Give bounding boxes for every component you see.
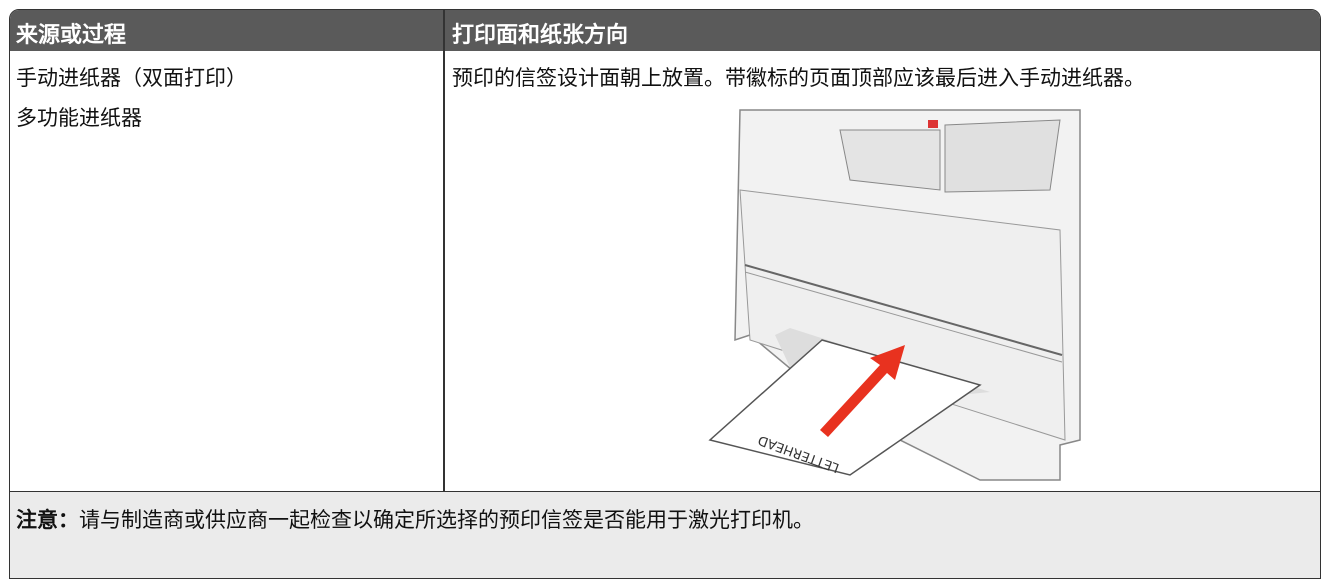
header-cell: 打印面和纸张方向: [452, 23, 629, 48]
note-label: 注意：: [16, 508, 79, 532]
note-text: 请与制造商或供应商一起检查以确定所选择的预印信签是否能用于激光打印机。: [79, 508, 814, 532]
orientation-text: 预印的信签设计面朝上放置。带徽标的页面顶部应该最后进入手动进纸器。: [452, 66, 1145, 90]
source-cell: 手动进纸器（双面打印） 多功能进纸器: [16, 58, 247, 138]
source-line: 多功能进纸器: [16, 106, 142, 130]
page: 来源或过程 打印面和纸张方向 手动进纸器（双面打印） 多功能进纸器 预印的信签设…: [9, 9, 1321, 579]
column-divider: [443, 10, 445, 491]
note-row: 注意：请与制造商或供应商一起检查以确定所选择的预印信签是否能用于激光打印机。: [10, 491, 1320, 578]
header-cell: 来源或过程: [16, 23, 127, 48]
printer-illustration: LETTERHEAD: [708, 109, 1081, 481]
table-header: 来源或过程 打印面和纸张方向: [10, 10, 1320, 51]
note: 注意：请与制造商或供应商一起检查以确定所选择的预印信签是否能用于激光打印机。: [16, 504, 814, 534]
source-line: 手动进纸器（双面打印）: [16, 66, 247, 90]
table: 来源或过程 打印面和纸张方向 手动进纸器（双面打印） 多功能进纸器 预印的信签设…: [9, 9, 1321, 579]
